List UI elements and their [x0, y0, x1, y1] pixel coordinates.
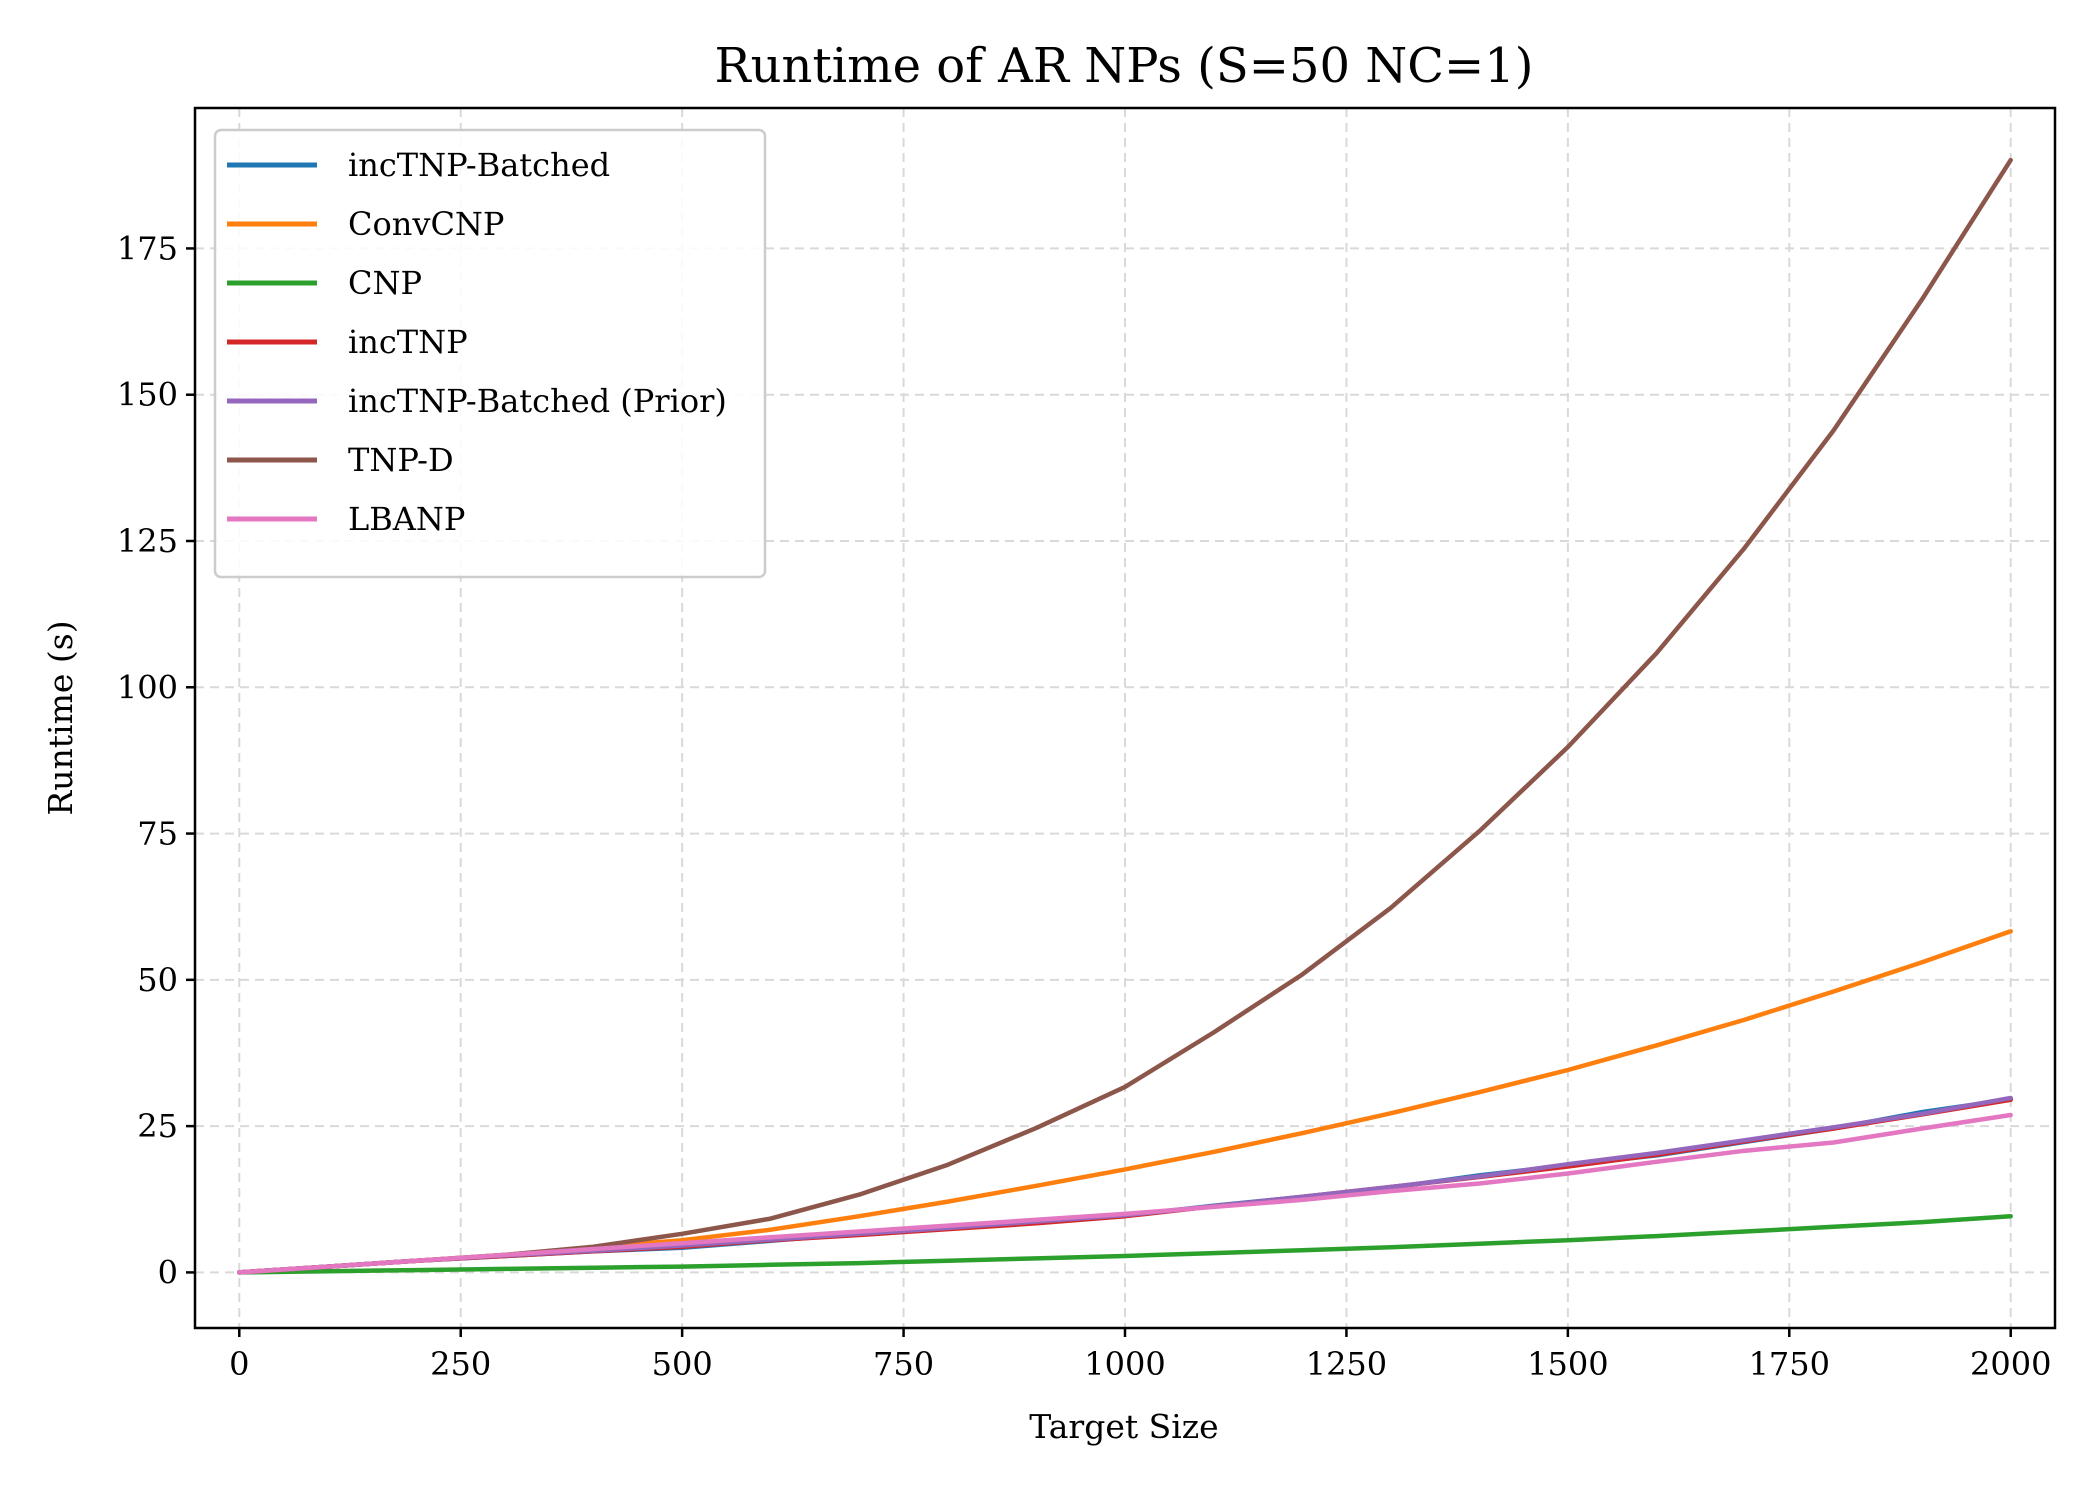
x-tick-label: 750	[873, 1345, 934, 1383]
y-tick-label: 0	[158, 1253, 178, 1291]
x-tick-label: 250	[430, 1345, 491, 1383]
chart-title: Runtime of AR NPs (S=50 NC=1)	[714, 38, 1533, 94]
x-tick-label: 1000	[1084, 1345, 1165, 1383]
x-tick-label: 0	[229, 1345, 249, 1383]
legend-box	[213, 128, 767, 579]
legend-label: ConvCNP	[348, 205, 504, 243]
y-tick-label: 50	[137, 961, 178, 999]
legend-label: TNP-D	[348, 441, 454, 479]
y-tick-label: 75	[137, 815, 178, 853]
x-tick-label: 1750	[1749, 1345, 1830, 1383]
legend: incTNP-Batched ConvCNP CNP incTNP incTNP-Bat…	[213, 128, 767, 579]
legend-label: incTNP-Batched (Prior)	[348, 382, 727, 420]
y-tick-label: 150	[117, 376, 178, 414]
legend-label: incTNP-Batched	[348, 146, 610, 184]
x-tick-label: 2000	[1970, 1345, 2051, 1383]
legend-label: incTNP	[348, 323, 468, 361]
legend-label: CNP	[348, 264, 422, 302]
legend-label: LBANP	[348, 500, 465, 538]
y-tick-label: 175	[117, 229, 178, 267]
y-axis: 0 25 50 75 100 125 150 175	[117, 229, 195, 1291]
y-tick-label: 25	[137, 1107, 178, 1145]
y-axis-label: Runtime (s)	[41, 620, 80, 815]
x-tick-label: 1250	[1306, 1345, 1387, 1383]
series-line-4	[237, 1095, 2013, 1275]
x-tick-label: 500	[652, 1345, 713, 1383]
y-tick-label: 100	[117, 668, 178, 706]
series-line-6	[237, 1112, 2013, 1275]
series-line-2	[237, 1213, 2013, 1275]
y-tick-label: 125	[117, 522, 178, 560]
x-tick-label: 1500	[1527, 1345, 1608, 1383]
series-layer	[237, 157, 2013, 1275]
x-axis: 0 250 500 750 1000 1250 1500 1750 2000	[229, 1328, 2051, 1383]
x-axis-label: Target Size	[1029, 1407, 1218, 1446]
